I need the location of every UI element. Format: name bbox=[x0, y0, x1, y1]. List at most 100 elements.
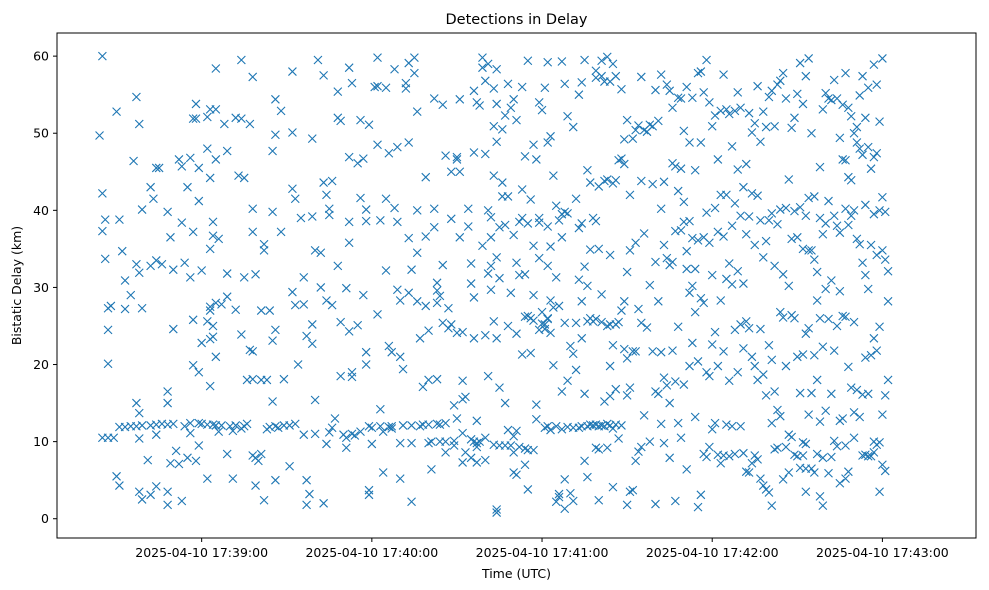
scatter-point bbox=[560, 475, 570, 484]
scatter-point bbox=[344, 63, 354, 73]
scatter-point bbox=[727, 421, 737, 431]
scatter-point bbox=[685, 288, 694, 298]
scatter-point bbox=[846, 111, 856, 121]
scatter-point bbox=[849, 317, 859, 327]
scatter-point bbox=[305, 489, 314, 499]
scatter-point bbox=[835, 133, 845, 143]
scatter-point bbox=[458, 376, 467, 386]
scatter-point bbox=[866, 451, 876, 461]
scatter-point bbox=[523, 219, 533, 228]
scatter-point bbox=[486, 232, 496, 242]
scatter-point bbox=[364, 421, 374, 431]
scatter-point bbox=[560, 207, 570, 217]
scatter-point bbox=[801, 71, 811, 81]
scatter-point bbox=[364, 120, 374, 130]
scatter-point bbox=[506, 288, 516, 298]
scatter-point bbox=[758, 370, 768, 379]
scatter-point bbox=[197, 266, 207, 275]
scatter-point bbox=[801, 487, 811, 497]
scatter-point bbox=[185, 418, 195, 428]
scatter-point bbox=[739, 182, 748, 192]
scatter-point bbox=[676, 94, 686, 103]
scatter-point bbox=[395, 352, 405, 362]
scatter-point bbox=[727, 279, 737, 289]
scatter-point bbox=[540, 324, 550, 334]
scatter-point bbox=[151, 163, 161, 173]
scatter-point bbox=[548, 360, 558, 370]
scatter-point bbox=[205, 306, 215, 315]
scatter-point bbox=[373, 310, 382, 319]
scatter-point bbox=[880, 466, 890, 476]
scatter-point bbox=[849, 407, 859, 417]
scatter-point bbox=[699, 298, 709, 308]
scatter-point bbox=[866, 164, 876, 174]
scatter-point bbox=[367, 423, 377, 433]
scatter-point bbox=[591, 443, 601, 453]
scatter-point bbox=[285, 421, 294, 430]
scatter-point bbox=[432, 419, 442, 429]
scatter-point bbox=[222, 269, 232, 278]
scatter-point bbox=[421, 301, 431, 311]
scatter-point bbox=[821, 284, 831, 294]
scatter-point bbox=[798, 438, 808, 447]
scatter-point bbox=[463, 222, 473, 231]
scatter-point bbox=[747, 352, 757, 362]
scatter-point bbox=[557, 387, 567, 396]
scatter-point bbox=[860, 450, 870, 460]
scatter-point bbox=[452, 414, 462, 423]
scatter-point bbox=[784, 281, 794, 291]
scatter-point bbox=[398, 421, 408, 430]
scatter-point bbox=[591, 216, 601, 226]
scatter-point bbox=[444, 303, 453, 313]
scatter-point bbox=[815, 313, 825, 323]
scatter-point bbox=[248, 227, 258, 237]
x-tick-label: 2025-04-10 17:39:00 bbox=[135, 545, 268, 560]
scatter-point bbox=[855, 91, 865, 100]
scatter-point bbox=[832, 441, 842, 451]
scatter-point bbox=[503, 79, 513, 89]
scatter-point bbox=[486, 212, 496, 222]
scatter-point bbox=[634, 121, 643, 130]
scatter-point bbox=[194, 163, 204, 173]
scatter-point bbox=[441, 448, 450, 457]
scatter-point bbox=[858, 258, 867, 268]
scatter-point bbox=[659, 373, 669, 383]
scatter-point bbox=[194, 367, 204, 377]
scatter-point bbox=[574, 223, 584, 233]
scatter-point bbox=[100, 254, 110, 264]
scatter-point bbox=[855, 144, 865, 154]
scatter-point bbox=[441, 418, 450, 428]
scatter-point bbox=[719, 347, 728, 356]
scatter-point bbox=[523, 485, 533, 494]
scatter-point bbox=[809, 468, 819, 477]
scatter-point bbox=[438, 260, 448, 270]
scatter-point bbox=[690, 307, 700, 317]
scatter-point bbox=[100, 215, 110, 224]
scatter-point bbox=[163, 420, 173, 430]
scatter-point bbox=[801, 329, 811, 339]
scatter-point bbox=[716, 458, 726, 468]
scatter-point bbox=[713, 361, 723, 371]
scatter-point bbox=[597, 71, 606, 81]
scatter-point bbox=[424, 438, 433, 448]
scatter-point bbox=[614, 317, 623, 327]
scatter-point bbox=[302, 500, 311, 510]
scatter-point bbox=[662, 253, 672, 263]
scatter-point bbox=[790, 206, 799, 216]
scatter-point bbox=[753, 81, 762, 91]
scatter-point bbox=[112, 471, 121, 481]
chart-title: Detections in Delay bbox=[445, 12, 587, 28]
scatter-point bbox=[177, 161, 187, 171]
scatter-point bbox=[259, 239, 269, 249]
scatter-point bbox=[841, 441, 850, 450]
scatter-point bbox=[722, 104, 731, 114]
scatter-point bbox=[529, 140, 538, 150]
scatter-point bbox=[778, 68, 788, 78]
scatter-point bbox=[407, 438, 416, 448]
scatter-point bbox=[256, 449, 266, 459]
scatter-point bbox=[231, 305, 241, 315]
scatter-point bbox=[690, 165, 700, 175]
scatter-point bbox=[676, 225, 686, 235]
scatter-point bbox=[307, 320, 317, 329]
scatter-point bbox=[807, 464, 816, 473]
